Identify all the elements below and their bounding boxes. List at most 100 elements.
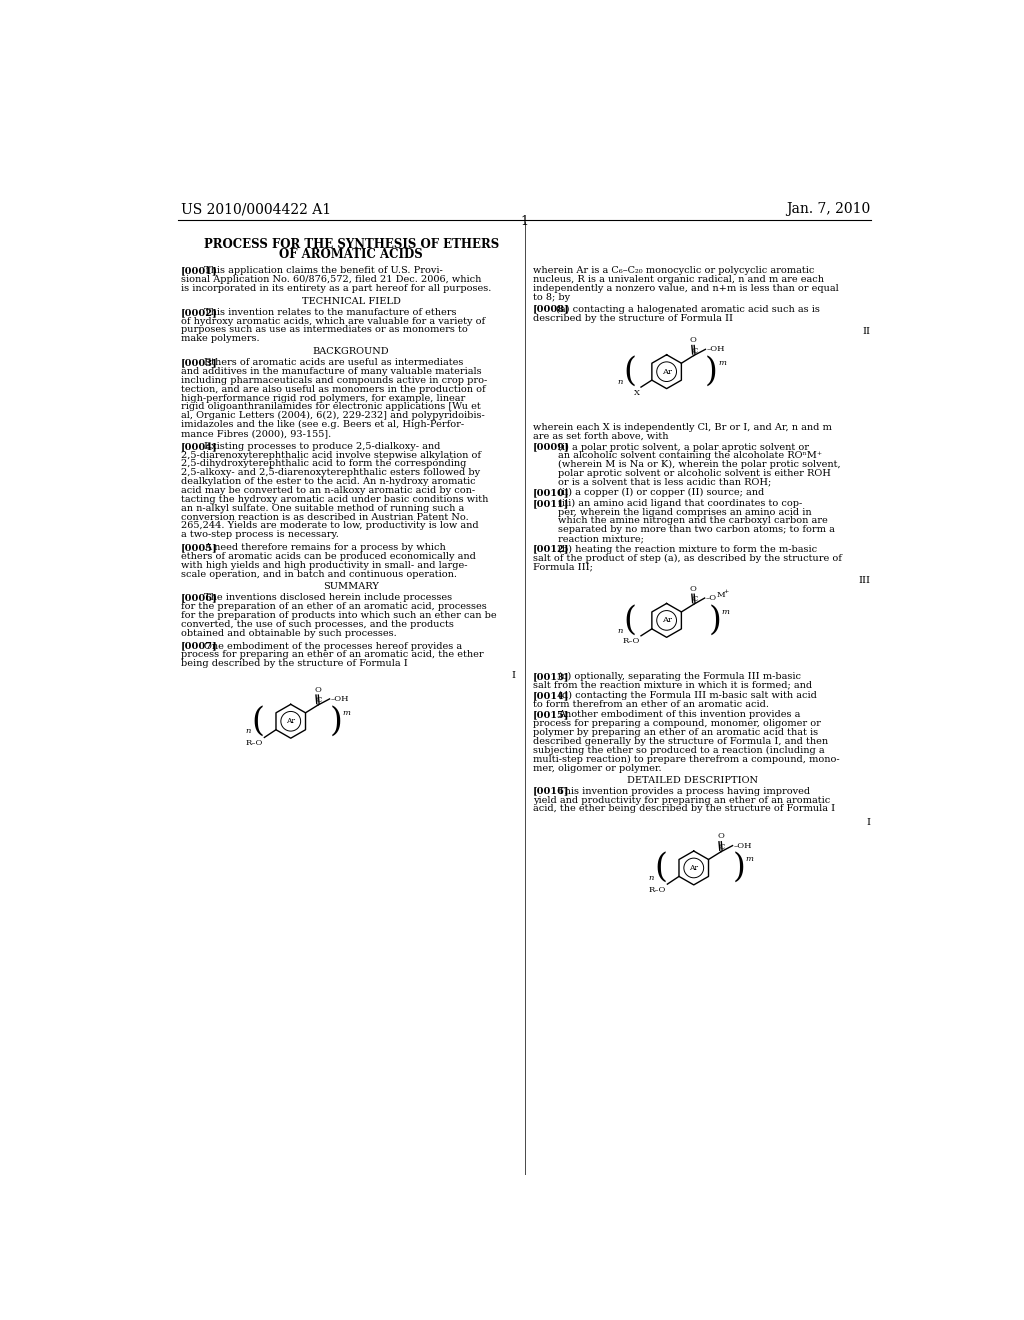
- Text: This invention provides a process having improved: This invention provides a process having…: [558, 787, 810, 796]
- Text: imidazoles and the like (see e.g. Beers et al, High-Perfor-: imidazoles and the like (see e.g. Beers …: [180, 420, 464, 429]
- Text: TECHNICAL FIELD: TECHNICAL FIELD: [302, 297, 400, 306]
- Text: (c) optionally, separating the Formula III m-basic: (c) optionally, separating the Formula I…: [558, 672, 801, 681]
- Text: O: O: [690, 337, 697, 345]
- Text: C: C: [315, 697, 322, 705]
- Text: wherein each X is independently Cl, Br or I, and Ar, n and m: wherein each X is independently Cl, Br o…: [532, 424, 831, 432]
- Text: mance Fibres (2000), 93-155].: mance Fibres (2000), 93-155].: [180, 429, 331, 438]
- Text: III: III: [858, 576, 870, 585]
- Text: –OH: –OH: [707, 346, 725, 354]
- Text: Ar: Ar: [689, 865, 698, 873]
- Text: separated by no more than two carbon atoms; to form a: separated by no more than two carbon ato…: [558, 525, 835, 535]
- Text: [0005]: [0005]: [180, 543, 217, 552]
- Text: an alcoholic solvent containing the alcoholate ROⁿM⁺: an alcoholic solvent containing the alco…: [558, 451, 822, 461]
- Text: m: m: [722, 607, 730, 615]
- Text: nucleus, R is a univalent organic radical, n and m are each: nucleus, R is a univalent organic radica…: [532, 275, 823, 284]
- Text: salt of the product of step (a), as described by the structure of: salt of the product of step (a), as desc…: [532, 553, 842, 562]
- Text: [0001]: [0001]: [180, 267, 217, 275]
- Text: high-performance rigid rod polymers, for example, linear: high-performance rigid rod polymers, for…: [180, 393, 465, 403]
- Text: an n-alkyl sulfate. One suitable method of running such a: an n-alkyl sulfate. One suitable method …: [180, 504, 464, 512]
- Text: [0013]: [0013]: [532, 672, 569, 681]
- Text: polymer by preparing an ether of an aromatic acid that is: polymer by preparing an ether of an arom…: [532, 729, 818, 737]
- Text: polar aprotic solvent or alcoholic solvent is either ROH: polar aprotic solvent or alcoholic solve…: [558, 469, 831, 478]
- Text: n: n: [246, 727, 251, 735]
- Text: a two-step process is necessary.: a two-step process is necessary.: [180, 531, 339, 540]
- Text: (: (: [654, 851, 668, 884]
- Text: SUMMARY: SUMMARY: [324, 582, 379, 591]
- Text: obtained and obtainable by such processes.: obtained and obtainable by such processe…: [180, 628, 396, 638]
- Text: 2,5-alkoxy- and 2,5-diarenoxyterephthalic esters followed by: 2,5-alkoxy- and 2,5-diarenoxyterephthali…: [180, 469, 480, 478]
- Text: M: M: [717, 591, 726, 599]
- Text: I: I: [866, 818, 870, 826]
- Text: 265,244. Yields are moderate to low, productivity is low and: 265,244. Yields are moderate to low, pro…: [180, 521, 478, 531]
- Text: to 8; by: to 8; by: [532, 293, 569, 302]
- Text: per, wherein the ligand comprises an amino acid in: per, wherein the ligand comprises an ami…: [558, 508, 812, 516]
- Text: ): ): [732, 851, 745, 884]
- Text: [0011]: [0011]: [532, 499, 569, 508]
- Text: ): ): [706, 355, 718, 388]
- Text: rigid oligoanthranilamides for electronic applications [Wu et: rigid oligoanthranilamides for electroni…: [180, 403, 480, 412]
- Text: Ar: Ar: [662, 616, 672, 624]
- Text: [0016]: [0016]: [532, 787, 569, 796]
- Text: The inventions disclosed herein include processes: The inventions disclosed herein include …: [204, 594, 452, 602]
- Text: and additives in the manufacture of many valuable materials: and additives in the manufacture of many…: [180, 367, 481, 376]
- Text: –OH: –OH: [734, 842, 753, 850]
- Text: Jan. 7, 2010: Jan. 7, 2010: [786, 202, 870, 216]
- Text: for the preparation of an ether of an aromatic acid, processes: for the preparation of an ether of an ar…: [180, 602, 486, 611]
- Text: [0010]: [0010]: [532, 488, 569, 498]
- Text: (i) a polar protic solvent, a polar aprotic solvent or: (i) a polar protic solvent, a polar apro…: [558, 442, 809, 451]
- Text: purposes such as use as intermediates or as monomers to: purposes such as use as intermediates or…: [180, 326, 467, 334]
- Text: [0007]: [0007]: [180, 642, 217, 651]
- Text: dealkylation of the ester to the acid. An n-hydroxy aromatic: dealkylation of the ester to the acid. A…: [180, 478, 475, 486]
- Text: Ar: Ar: [287, 717, 295, 725]
- Text: [0003]: [0003]: [180, 358, 217, 367]
- Text: including pharmaceuticals and compounds active in crop pro-: including pharmaceuticals and compounds …: [180, 376, 487, 385]
- Text: (d) contacting the Formula III m-basic salt with acid: (d) contacting the Formula III m-basic s…: [558, 692, 817, 701]
- Text: II: II: [862, 327, 870, 337]
- Text: described by the structure of Formula II: described by the structure of Formula II: [532, 314, 732, 322]
- Text: scale operation, and in batch and continuous operation.: scale operation, and in batch and contin…: [180, 570, 457, 578]
- Text: m: m: [719, 359, 727, 367]
- Text: (ii) a copper (I) or copper (II) source; and: (ii) a copper (I) or copper (II) source;…: [558, 488, 764, 498]
- Text: of hydroxy aromatic acids, which are valuable for a variety of: of hydroxy aromatic acids, which are val…: [180, 317, 484, 326]
- Text: A need therefore remains for a process by which: A need therefore remains for a process b…: [204, 543, 445, 552]
- Text: [0004]: [0004]: [180, 442, 217, 450]
- Text: [0008]: [0008]: [532, 305, 569, 314]
- Text: are as set forth above, with: are as set forth above, with: [532, 432, 668, 441]
- Text: This application claims the benefit of U.S. Provi-: This application claims the benefit of U…: [204, 267, 442, 275]
- Text: sional Application No. 60/876,572, filed 21 Dec. 2006, which: sional Application No. 60/876,572, filed…: [180, 275, 481, 284]
- Text: to form therefrom an ether of an aromatic acid.: to form therefrom an ether of an aromati…: [532, 700, 769, 709]
- Text: (a) contacting a halogenated aromatic acid such as is: (a) contacting a halogenated aromatic ac…: [556, 305, 819, 314]
- Text: ): ): [330, 705, 342, 738]
- Text: [0006]: [0006]: [180, 594, 217, 602]
- Text: Existing processes to produce 2,5-dialkoxy- and: Existing processes to produce 2,5-dialko…: [204, 442, 440, 450]
- Text: Formula III;: Formula III;: [532, 562, 593, 572]
- Text: Another embodiment of this invention provides a: Another embodiment of this invention pro…: [558, 710, 801, 719]
- Text: subjecting the ether so produced to a reaction (including a: subjecting the ether so produced to a re…: [532, 746, 824, 755]
- Text: O: O: [690, 585, 697, 593]
- Text: X: X: [634, 388, 639, 396]
- Text: [0009]: [0009]: [532, 442, 569, 451]
- Text: (wherein M is Na or K), wherein the polar protic solvent,: (wherein M is Na or K), wherein the pola…: [558, 461, 841, 470]
- Text: [0015]: [0015]: [532, 710, 569, 719]
- Text: C: C: [719, 843, 725, 851]
- Text: converted, the use of such processes, and the products: converted, the use of such processes, an…: [180, 620, 454, 630]
- Text: multi-step reaction) to prepare therefrom a compound, mono-: multi-step reaction) to prepare therefro…: [532, 755, 840, 764]
- Text: with high yields and high productivity in small- and large-: with high yields and high productivity i…: [180, 561, 467, 570]
- Text: tacting the hydroxy aromatic acid under basic conditions with: tacting the hydroxy aromatic acid under …: [180, 495, 488, 504]
- Text: process for preparing an ether of an aromatic acid, the ether: process for preparing an ether of an aro…: [180, 651, 483, 660]
- Text: n: n: [649, 874, 654, 882]
- Text: mer, oligomer or polymer.: mer, oligomer or polymer.: [532, 763, 662, 772]
- Text: described generally by the structure of Formula I, and then: described generally by the structure of …: [532, 737, 827, 746]
- Text: –O: –O: [706, 594, 717, 602]
- Text: n: n: [617, 378, 623, 385]
- Text: (iii) an amino acid ligand that coordinates to cop-: (iii) an amino acid ligand that coordina…: [558, 499, 803, 508]
- Text: [0002]: [0002]: [180, 308, 217, 317]
- Text: (: (: [623, 605, 636, 636]
- Text: One embodiment of the processes hereof provides a: One embodiment of the processes hereof p…: [204, 642, 462, 651]
- Text: US 2010/0004422 A1: US 2010/0004422 A1: [180, 202, 331, 216]
- Text: al, Organic Letters (2004), 6(2), 229-232] and polypyridoibis-: al, Organic Letters (2004), 6(2), 229-23…: [180, 412, 484, 421]
- Text: process for preparing a compound, monomer, oligomer or: process for preparing a compound, monome…: [532, 719, 820, 729]
- Text: OF AROMATIC ACIDS: OF AROMATIC ACIDS: [280, 248, 423, 261]
- Text: (b) heating the reaction mixture to form the m-basic: (b) heating the reaction mixture to form…: [558, 545, 817, 553]
- Text: is incorporated in its entirety as a part hereof for all purposes.: is incorporated in its entirety as a par…: [180, 284, 492, 293]
